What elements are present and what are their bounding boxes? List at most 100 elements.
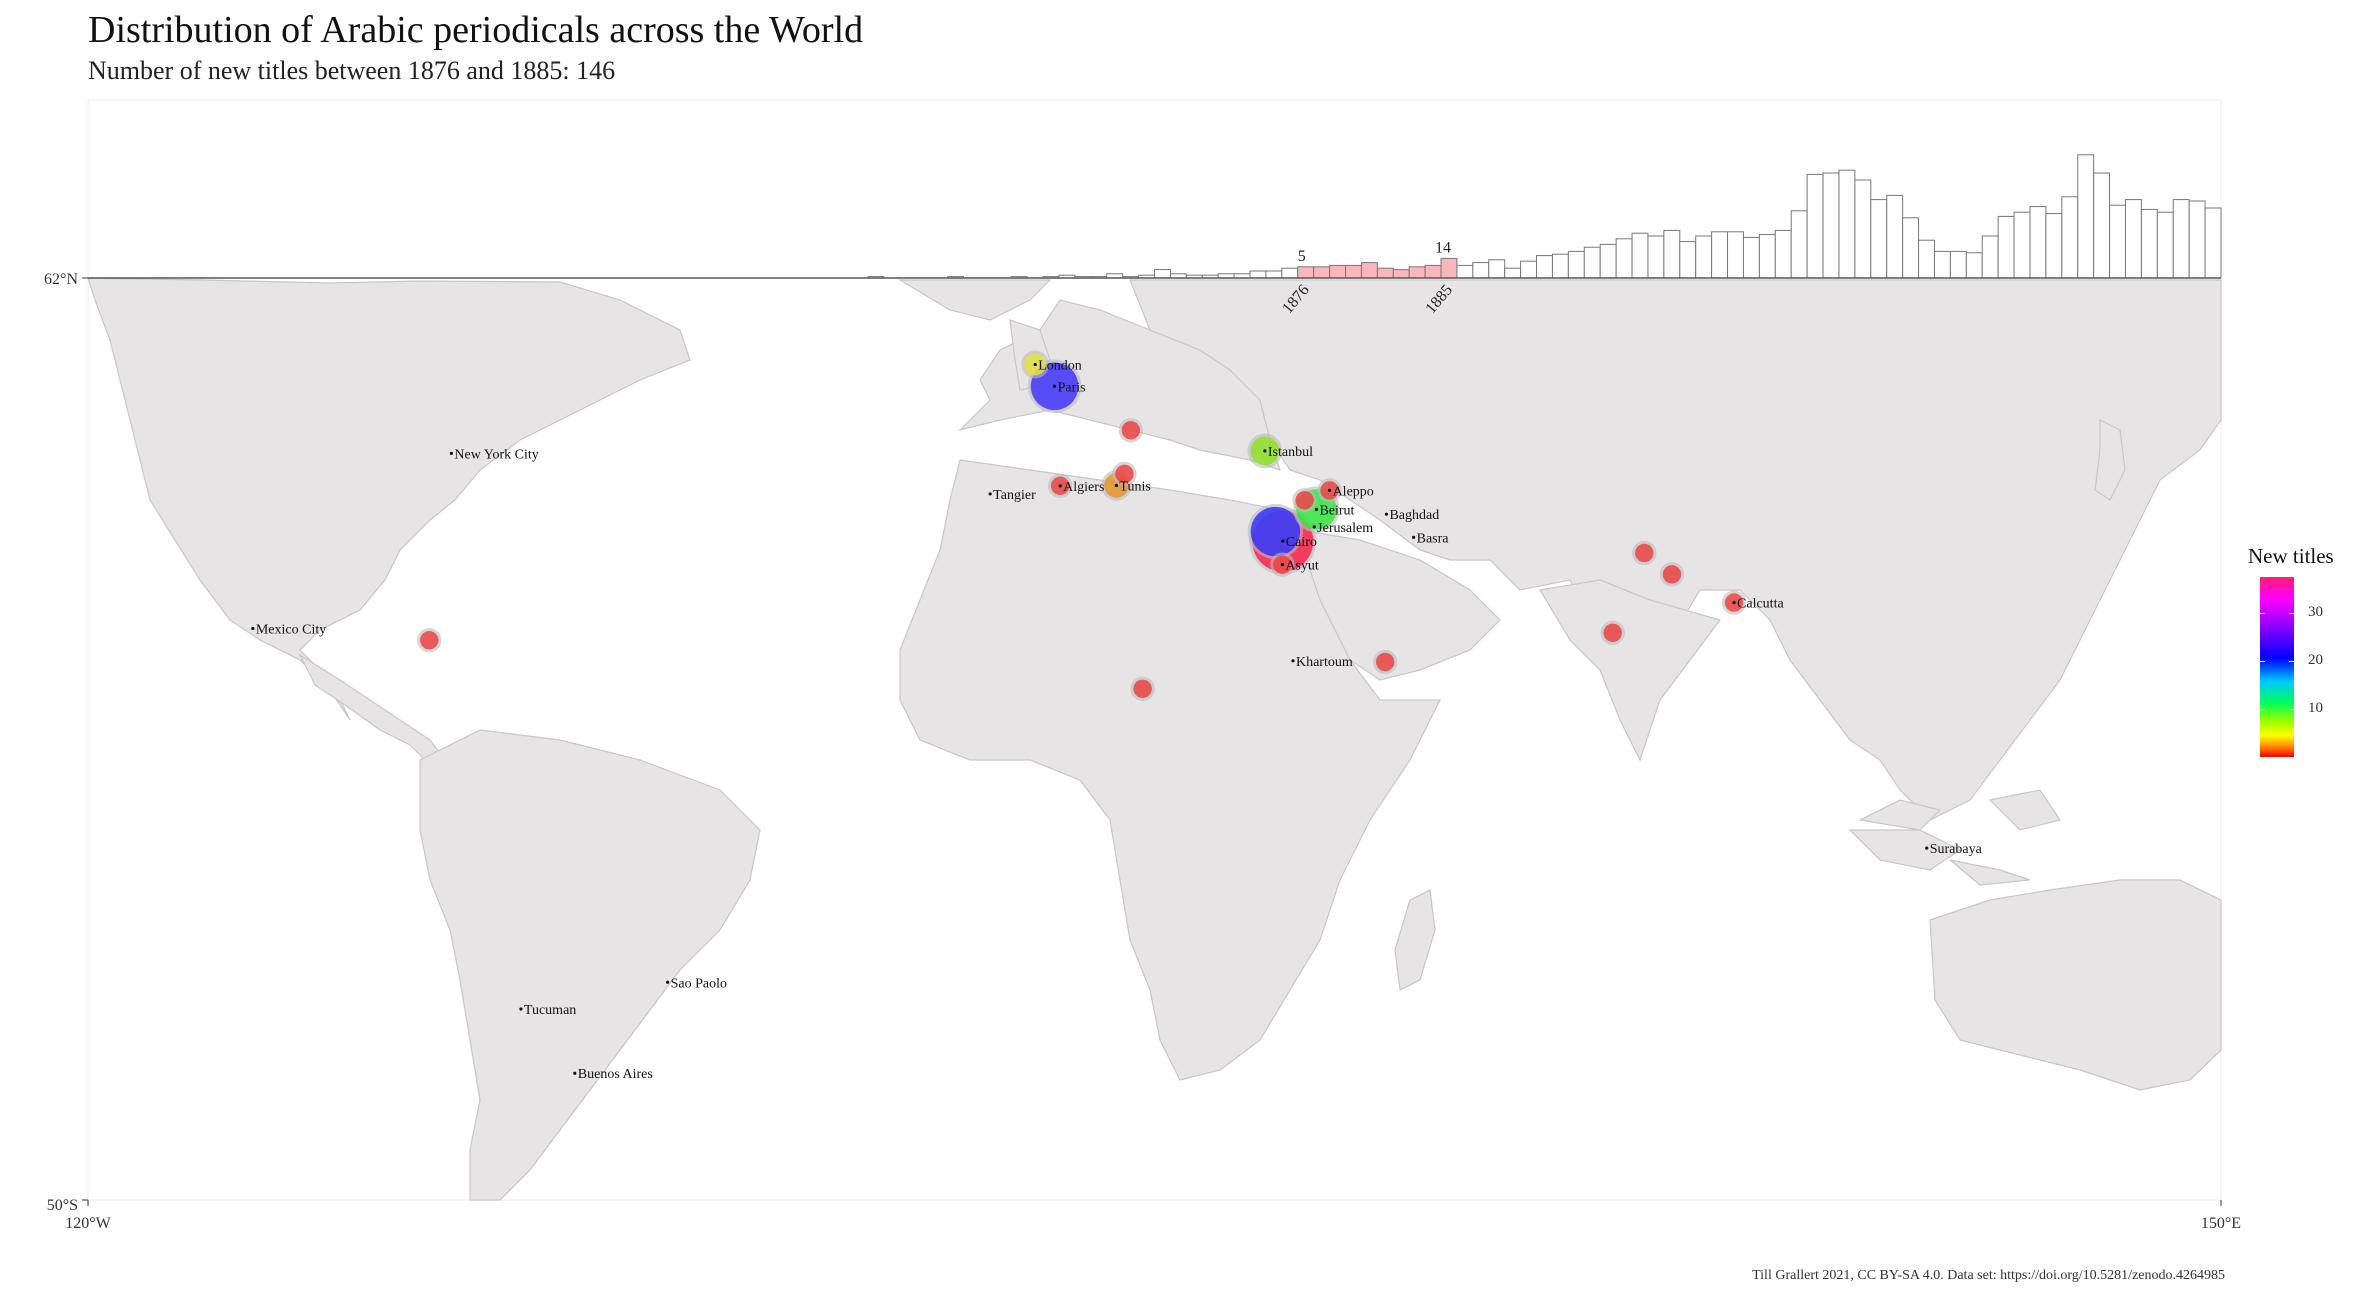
city-dot xyxy=(1314,507,1319,512)
legend-colorbar-wrap: 30 20 10 xyxy=(2248,577,2358,757)
histogram-bar xyxy=(1265,270,1283,279)
histogram-bar xyxy=(1663,229,1681,279)
indonesia-landmass xyxy=(1848,789,2061,886)
city-dot xyxy=(519,1007,523,1011)
histogram-bar xyxy=(1933,250,1951,279)
periodical-point xyxy=(1662,565,1682,584)
histogram-bar xyxy=(2093,172,2111,279)
city-dot xyxy=(1925,846,1929,850)
source-caption: Till Grallert 2021, CC BY-SA 4.0. Data s… xyxy=(1752,1268,2225,1283)
city-dot xyxy=(666,980,670,984)
legend-tickmark xyxy=(2289,709,2294,710)
city-dot xyxy=(1327,488,1332,492)
periodical-point xyxy=(1250,506,1301,557)
north-america-landmass xyxy=(87,277,691,721)
color-legend: New titles 30 20 10 xyxy=(2248,544,2358,757)
histogram-bar xyxy=(1822,172,1840,279)
histogram-bar xyxy=(1440,257,1458,279)
legend-tickmark xyxy=(2260,661,2265,662)
histogram-bar xyxy=(1631,232,1649,279)
city-dot xyxy=(1291,659,1295,663)
histogram-bar xyxy=(1583,246,1601,279)
city-label: Beirut xyxy=(1319,503,1354,518)
histogram-bar xyxy=(1456,264,1474,279)
city-dot xyxy=(1732,600,1736,605)
histogram-bar xyxy=(1679,241,1697,279)
histogram-bar xyxy=(1154,269,1171,279)
histogram-bar xyxy=(1790,210,1808,279)
histogram-bar xyxy=(1997,215,2015,279)
histogram-bar xyxy=(1886,194,1904,279)
histogram-bar xyxy=(2013,211,2031,279)
periodical-point xyxy=(1121,421,1141,440)
periodical-point xyxy=(1295,491,1314,510)
city-dot xyxy=(251,626,255,631)
histogram-bar xyxy=(1711,231,1729,279)
histogram-bar xyxy=(2204,207,2222,279)
legend-tick-label: 20 xyxy=(2308,652,2323,668)
histogram-bar xyxy=(1249,270,1267,279)
city-label: Baghdad xyxy=(1389,508,1439,523)
madagascar-landmass xyxy=(1394,889,1436,991)
city-label: London xyxy=(1038,358,1082,373)
periodical-point xyxy=(420,631,439,650)
city-dot xyxy=(1384,512,1389,516)
histogram-bar xyxy=(2045,213,2063,279)
histogram-bar xyxy=(1313,266,1331,279)
city-dot xyxy=(1280,563,1284,567)
histogram-bar xyxy=(1981,235,1999,279)
legend-tick-label: 30 xyxy=(2308,604,2323,620)
histogram-bar xyxy=(2140,208,2158,279)
periodical-point xyxy=(1115,464,1134,484)
map-subtitle: Number of new titles between 1876 and 18… xyxy=(88,56,616,85)
city-dot xyxy=(1281,539,1285,543)
histogram-bar xyxy=(1297,266,1315,279)
city-dot xyxy=(1114,483,1119,488)
legend-tickmark xyxy=(2260,613,2265,614)
city-markers: London Paris New York City Istanbul Tangier A… xyxy=(251,358,1983,1082)
histogram-bar xyxy=(2061,196,2079,279)
land-layer xyxy=(87,277,2222,1201)
histogram-bar xyxy=(1758,234,1776,279)
histogram-bar xyxy=(1742,236,1760,279)
histogram-bar xyxy=(1360,262,1378,279)
city-label: Jerusalem xyxy=(1317,521,1373,536)
city-dot xyxy=(1312,525,1316,529)
city-label: Istanbul xyxy=(1268,445,1313,460)
histogram-bar xyxy=(1520,260,1538,279)
lon-right-label: 150°E xyxy=(2201,1215,2241,1232)
lat-bottom-label: 50°S xyxy=(47,1197,78,1214)
histogram-bar xyxy=(1949,250,1967,279)
histogram-bar xyxy=(2156,211,2174,279)
periodical-point xyxy=(1635,543,1654,563)
lon-left-label: 120°W xyxy=(65,1215,111,1232)
histogram-start-value-label: 5 xyxy=(1298,248,1306,265)
asia-landmass xyxy=(1129,279,2222,821)
city-label: Calcutta xyxy=(1737,597,1784,612)
greenland-landmass xyxy=(897,279,1052,321)
city-label: Mexico City xyxy=(256,622,326,637)
histogram-bar xyxy=(1774,229,1792,279)
histogram-bar xyxy=(1472,262,1490,279)
histogram-bar xyxy=(1376,267,1394,279)
histogram-bar xyxy=(1424,264,1442,279)
australia-landmass xyxy=(1929,879,2222,1091)
japan-landmass xyxy=(2094,419,2126,501)
histogram-bar xyxy=(2188,200,2206,279)
city-label: New York City xyxy=(454,447,538,462)
periodical-point xyxy=(1603,623,1622,643)
city-dot xyxy=(988,492,992,496)
histogram-bar xyxy=(1806,173,1824,279)
histogram-bar xyxy=(1488,259,1506,279)
india-landmass xyxy=(1539,579,1722,762)
south-america-landmass xyxy=(419,729,761,1201)
histogram-bar xyxy=(1965,252,1983,279)
histogram-bar xyxy=(1281,267,1299,279)
histogram-bar xyxy=(1695,235,1713,279)
histogram-bar xyxy=(1615,238,1633,279)
histogram-bar xyxy=(1567,250,1585,279)
map-title: Distribution of Arabic periodicals acros… xyxy=(88,9,864,51)
histogram-bar xyxy=(1536,255,1553,279)
histogram-bar xyxy=(1392,269,1410,279)
